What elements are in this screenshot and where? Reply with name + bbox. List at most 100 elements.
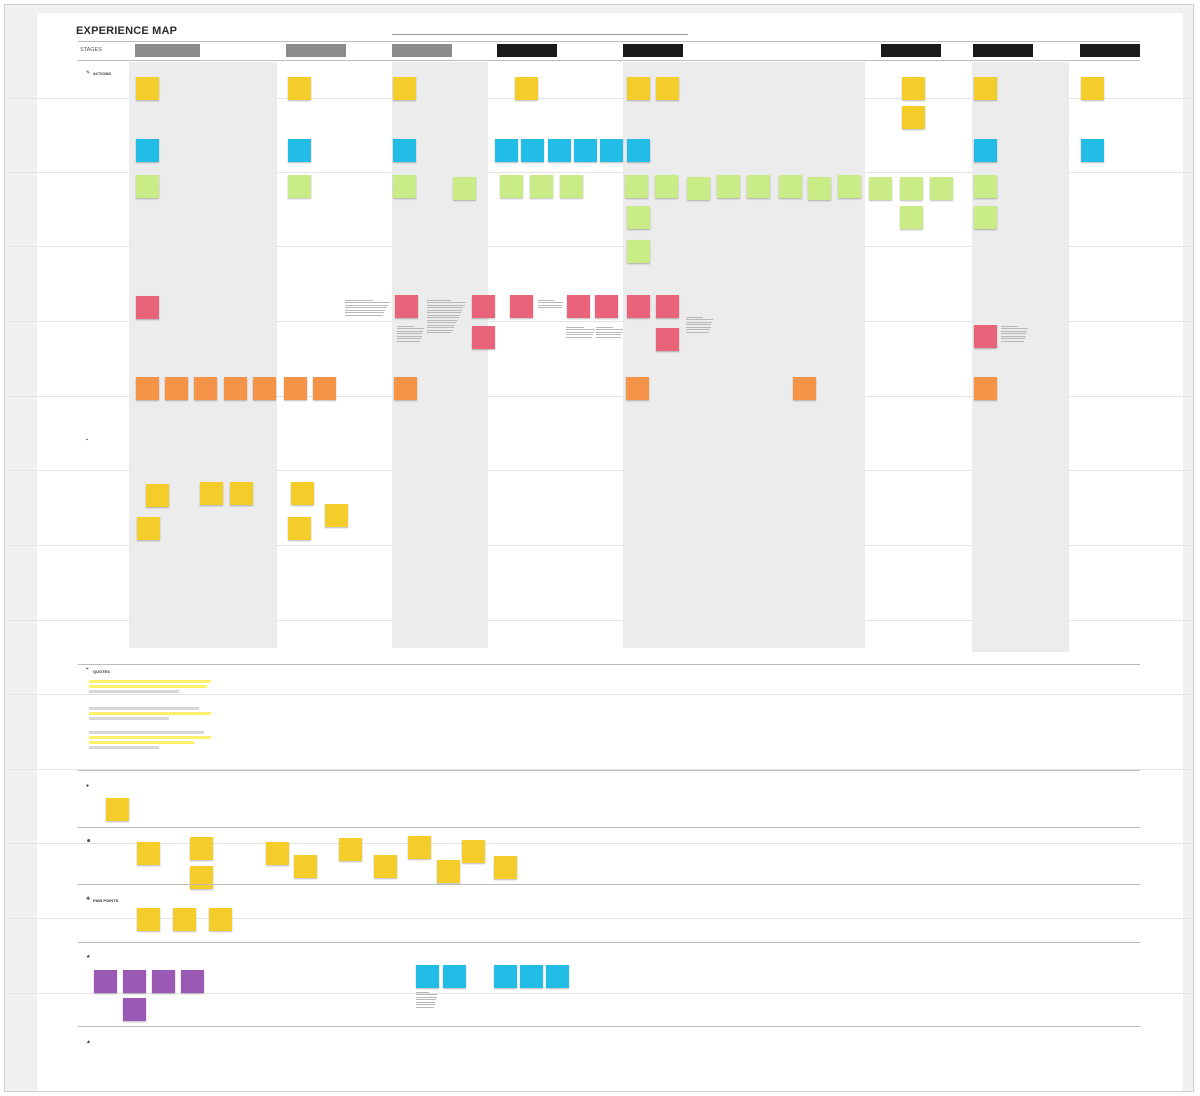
green-sticky-note[interactable] — [838, 175, 861, 198]
blue-sticky-note[interactable] — [627, 139, 650, 162]
purple-sticky-note[interactable] — [123, 970, 146, 993]
green-sticky-note[interactable] — [869, 177, 892, 200]
yellow-sticky-note[interactable] — [106, 798, 129, 821]
orange-sticky-note[interactable] — [194, 377, 217, 400]
green-sticky-note[interactable] — [627, 240, 650, 263]
yellow-sticky-note[interactable] — [1081, 77, 1104, 100]
red-sticky-note[interactable] — [656, 295, 679, 318]
red-sticky-note[interactable] — [472, 326, 495, 349]
green-sticky-note[interactable] — [717, 175, 740, 198]
blue-sticky-note[interactable] — [1081, 139, 1104, 162]
green-sticky-note[interactable] — [655, 175, 678, 198]
yellow-sticky-note[interactable] — [288, 517, 311, 540]
yellow-sticky-note[interactable] — [200, 482, 223, 505]
green-sticky-note[interactable] — [974, 206, 997, 229]
red-sticky-note[interactable] — [510, 295, 533, 318]
green-sticky-note[interactable] — [900, 177, 923, 200]
blue-sticky-note[interactable] — [521, 139, 544, 162]
yellow-sticky-note[interactable] — [190, 837, 213, 860]
yellow-sticky-note[interactable] — [494, 856, 517, 879]
red-sticky-note[interactable] — [627, 295, 650, 318]
green-sticky-note[interactable] — [453, 177, 476, 200]
yellow-sticky-note[interactable] — [266, 842, 289, 865]
orange-sticky-note[interactable] — [136, 377, 159, 400]
yellow-sticky-note[interactable] — [137, 517, 160, 540]
blue-sticky-note[interactable] — [574, 139, 597, 162]
green-sticky-note[interactable] — [974, 175, 997, 198]
orange-sticky-note[interactable] — [284, 377, 307, 400]
yellow-sticky-note[interactable] — [136, 77, 159, 100]
green-sticky-note[interactable] — [625, 175, 648, 198]
yellow-sticky-note[interactable] — [515, 77, 538, 100]
yellow-sticky-note[interactable] — [339, 838, 362, 861]
yellow-sticky-note[interactable] — [437, 860, 460, 883]
green-sticky-note[interactable] — [530, 175, 553, 198]
yellow-sticky-note[interactable] — [374, 855, 397, 878]
purple-sticky-note[interactable] — [123, 998, 146, 1021]
green-sticky-note[interactable] — [747, 175, 770, 198]
green-sticky-note[interactable] — [930, 177, 953, 200]
purple-sticky-note[interactable] — [181, 970, 204, 993]
blue-sticky-note[interactable] — [416, 965, 439, 988]
green-sticky-note[interactable] — [808, 177, 831, 200]
yellow-sticky-note[interactable] — [294, 855, 317, 878]
green-sticky-note[interactable] — [627, 206, 650, 229]
yellow-sticky-note[interactable] — [190, 866, 213, 889]
orange-sticky-note[interactable] — [626, 377, 649, 400]
yellow-sticky-note[interactable] — [974, 77, 997, 100]
purple-sticky-note[interactable] — [152, 970, 175, 993]
red-sticky-note[interactable] — [136, 296, 159, 319]
blue-sticky-note[interactable] — [974, 139, 997, 162]
red-sticky-note[interactable] — [656, 328, 679, 351]
yellow-sticky-note[interactable] — [137, 908, 160, 931]
yellow-sticky-note[interactable] — [627, 77, 650, 100]
orange-sticky-note[interactable] — [224, 377, 247, 400]
purple-sticky-note[interactable] — [94, 970, 117, 993]
orange-sticky-note[interactable] — [253, 377, 276, 400]
yellow-sticky-note[interactable] — [209, 908, 232, 931]
blue-sticky-note[interactable] — [288, 139, 311, 162]
orange-sticky-note[interactable] — [165, 377, 188, 400]
orange-sticky-note[interactable] — [313, 377, 336, 400]
blue-sticky-note[interactable] — [443, 965, 466, 988]
orange-sticky-note[interactable] — [793, 377, 816, 400]
quote-line — [89, 741, 194, 744]
green-sticky-note[interactable] — [500, 175, 523, 198]
blue-sticky-note[interactable] — [136, 139, 159, 162]
yellow-sticky-note[interactable] — [137, 842, 160, 865]
yellow-sticky-note[interactable] — [902, 106, 925, 129]
yellow-sticky-note[interactable] — [146, 484, 169, 507]
yellow-sticky-note[interactable] — [291, 482, 314, 505]
red-sticky-note[interactable] — [567, 295, 590, 318]
blue-sticky-note[interactable] — [546, 965, 569, 988]
blue-sticky-note[interactable] — [393, 139, 416, 162]
orange-sticky-note[interactable] — [974, 377, 997, 400]
yellow-sticky-note[interactable] — [462, 840, 485, 863]
green-sticky-note[interactable] — [560, 175, 583, 198]
red-sticky-note[interactable] — [395, 295, 418, 318]
blue-sticky-note[interactable] — [495, 139, 518, 162]
red-sticky-note[interactable] — [595, 295, 618, 318]
blue-sticky-note[interactable] — [600, 139, 623, 162]
yellow-sticky-note[interactable] — [173, 908, 196, 931]
green-sticky-note[interactable] — [900, 206, 923, 229]
red-sticky-note[interactable] — [974, 325, 997, 348]
green-sticky-note[interactable] — [136, 175, 159, 198]
yellow-sticky-note[interactable] — [408, 836, 431, 859]
green-sticky-note[interactable] — [687, 177, 710, 200]
green-sticky-note[interactable] — [288, 175, 311, 198]
yellow-sticky-note[interactable] — [902, 77, 925, 100]
yellow-sticky-note[interactable] — [325, 504, 348, 527]
blue-sticky-note[interactable] — [548, 139, 571, 162]
blue-sticky-note[interactable] — [494, 965, 517, 988]
annotation-text — [566, 325, 596, 347]
green-sticky-note[interactable] — [393, 175, 416, 198]
yellow-sticky-note[interactable] — [393, 77, 416, 100]
blue-sticky-note[interactable] — [520, 965, 543, 988]
green-sticky-note[interactable] — [779, 175, 802, 198]
yellow-sticky-note[interactable] — [288, 77, 311, 100]
yellow-sticky-note[interactable] — [230, 482, 253, 505]
orange-sticky-note[interactable] — [394, 377, 417, 400]
red-sticky-note[interactable] — [472, 295, 495, 318]
yellow-sticky-note[interactable] — [656, 77, 679, 100]
